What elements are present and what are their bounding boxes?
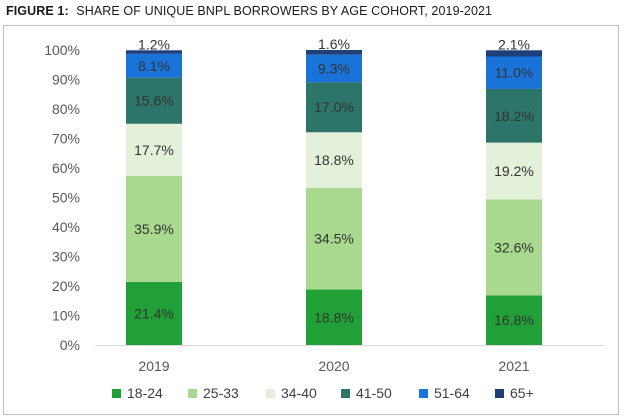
legend-item: 41-50 bbox=[341, 385, 392, 401]
data-label: 21.4% bbox=[134, 305, 174, 321]
data-label: 2.1% bbox=[498, 36, 530, 52]
y-tick-label: 70% bbox=[52, 131, 80, 147]
data-label: 11.0% bbox=[495, 65, 534, 81]
bar-segment bbox=[486, 50, 542, 57]
bar-segment bbox=[486, 88, 542, 143]
legend: 18-24 25-33 34-40 41-50 51-64 65+ bbox=[112, 385, 534, 401]
bar-segment bbox=[306, 289, 362, 345]
bar-segment bbox=[486, 142, 542, 200]
legend-label: 25-33 bbox=[203, 385, 239, 401]
data-label: 18.8% bbox=[314, 152, 354, 168]
legend-item: 25-33 bbox=[188, 385, 239, 401]
figure-label: FIGURE 1: bbox=[6, 4, 69, 18]
data-label: 35.9% bbox=[134, 221, 174, 237]
y-tick-label: 80% bbox=[52, 101, 80, 117]
legend-swatch bbox=[112, 389, 121, 398]
chart-frame bbox=[3, 25, 619, 415]
y-tick-label: 40% bbox=[52, 219, 80, 235]
data-label: 1.2% bbox=[138, 36, 170, 52]
y-tick-label: 90% bbox=[52, 72, 80, 88]
legend-item: 18-24 bbox=[112, 385, 163, 401]
x-axis-ticks: 2019 2020 2021 bbox=[95, 345, 604, 374]
x-tick-label: 2021 bbox=[498, 358, 529, 374]
bar-segment bbox=[306, 132, 362, 188]
x-tick-label: 2019 bbox=[138, 358, 169, 374]
data-label: 18.2% bbox=[494, 108, 534, 124]
bar-segment bbox=[126, 77, 182, 124]
data-label: 18.8% bbox=[314, 309, 354, 325]
bar-segment bbox=[126, 123, 182, 176]
data-label: 17.7% bbox=[134, 142, 174, 158]
data-label: 1.6% bbox=[318, 36, 350, 52]
bar-segment bbox=[126, 281, 182, 345]
legend-label: 65+ bbox=[510, 385, 534, 401]
legend-swatch bbox=[419, 389, 428, 398]
y-axis-ticks: 0% 10% 20% 30% 40% 50% 60% 70% 80% 90% 100% bbox=[44, 42, 80, 353]
legend-label: 41-50 bbox=[356, 385, 392, 401]
bar-segment bbox=[306, 82, 362, 133]
bar-segment bbox=[486, 199, 542, 296]
data-label: 19.2% bbox=[494, 163, 534, 179]
x-tick-label: 2020 bbox=[318, 358, 349, 374]
figure-title-text: SHARE OF UNIQUE BNPL BORROWERS BY AGE CO… bbox=[76, 4, 493, 18]
legend-swatch bbox=[266, 389, 275, 398]
bar-segment bbox=[306, 54, 362, 83]
y-tick-label: 20% bbox=[52, 278, 80, 294]
bar-segment bbox=[126, 53, 182, 78]
legend-swatch bbox=[341, 389, 350, 398]
y-tick-label: 60% bbox=[52, 160, 80, 176]
legend-label: 34-40 bbox=[281, 385, 317, 401]
data-label: 16.8% bbox=[494, 312, 534, 328]
bar-segment bbox=[306, 50, 362, 55]
y-tick-label: 10% bbox=[52, 308, 80, 324]
legend-label: 51-64 bbox=[434, 385, 470, 401]
bar-segment bbox=[486, 295, 542, 345]
bar-segment bbox=[306, 187, 362, 290]
y-tick-label: 100% bbox=[44, 42, 80, 58]
data-label: 34.5% bbox=[314, 231, 354, 247]
y-tick-label: 0% bbox=[60, 337, 80, 353]
data-label: 9.3% bbox=[318, 60, 350, 76]
legend-item: 51-64 bbox=[419, 385, 470, 401]
legend-item: 34-40 bbox=[266, 385, 317, 401]
bar-segment bbox=[126, 50, 182, 54]
legend-swatch bbox=[495, 389, 504, 398]
data-label: 17.0% bbox=[314, 99, 354, 115]
bar-segment bbox=[486, 56, 542, 89]
data-label: 8.1% bbox=[138, 58, 170, 74]
bar-segment bbox=[126, 175, 182, 282]
legend-item: 65+ bbox=[495, 385, 534, 401]
y-tick-label: 30% bbox=[52, 249, 80, 265]
data-label: 15.6% bbox=[134, 93, 174, 109]
y-tick-label: 50% bbox=[52, 190, 80, 206]
legend-label: 18-24 bbox=[127, 385, 163, 401]
data-label: 32.6% bbox=[494, 239, 534, 255]
legend-swatch bbox=[188, 389, 197, 398]
figure-title: FIGURE 1: SHARE OF UNIQUE BNPL BORROWERS… bbox=[6, 4, 492, 18]
bars: 21.4% 35.9% 17.7% 15.6% 8.1% 1.2% 18.8% 34.5% 18… bbox=[126, 36, 542, 345]
